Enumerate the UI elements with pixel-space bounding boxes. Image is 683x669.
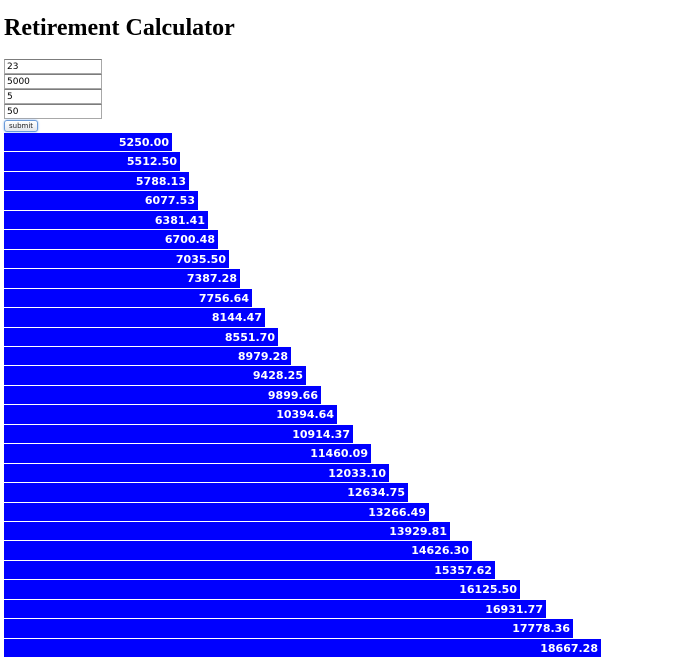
bar: 5250.00	[4, 133, 172, 152]
bar: 8144.47	[4, 308, 265, 328]
bar-value-label: 5512.50	[126, 155, 177, 168]
bar-value-label: 6700.48	[164, 233, 215, 246]
rate-input[interactable]	[4, 89, 102, 104]
bar-value-label: 6077.53	[144, 194, 195, 207]
bar-value-label: 6381.41	[154, 214, 205, 227]
bar-value-label: 16125.50	[459, 583, 517, 596]
bar: 12634.75	[4, 483, 408, 503]
bar-value-label: 13266.49	[368, 506, 426, 519]
bar: 13266.49	[4, 503, 429, 522]
page-title: Retirement Calculator	[4, 15, 235, 41]
bar: 10394.64	[4, 405, 337, 425]
bar: 9899.66	[4, 386, 321, 405]
bar-value-label: 8144.47	[211, 311, 262, 324]
bar-value-label: 5250.00	[118, 136, 169, 149]
submit-button[interactable]: submit	[4, 120, 39, 132]
bar: 12033.10	[4, 464, 389, 483]
bar: 15357.62	[4, 561, 495, 580]
bar-value-label: 10394.64	[276, 408, 334, 421]
bar: 7035.50	[4, 250, 229, 269]
bar: 5512.50	[4, 152, 180, 172]
bar-value-label: 7387.28	[186, 272, 237, 285]
bar: 13929.81	[4, 522, 450, 541]
bar-value-label: 13929.81	[389, 525, 447, 538]
bar-value-label: 14626.30	[411, 544, 469, 557]
bar-value-label: 9428.25	[252, 369, 303, 382]
age-input[interactable]	[4, 59, 102, 74]
bar-value-label: 7035.50	[175, 253, 226, 266]
bar-value-label: 11460.09	[310, 447, 368, 460]
bar-value-label: 12634.75	[347, 486, 405, 499]
bar: 16931.77	[4, 600, 546, 619]
bar-value-label: 17778.36	[512, 622, 570, 635]
bar: 6700.48	[4, 230, 218, 250]
bar-value-label: 18667.28	[540, 642, 598, 655]
years-input[interactable]	[4, 104, 102, 119]
amount-input[interactable]	[4, 74, 102, 89]
bar: 10914.37	[4, 425, 353, 444]
bar: 16125.50	[4, 580, 520, 600]
bar: 5788.13	[4, 172, 189, 191]
bar: 6077.53	[4, 191, 198, 211]
bar: 14626.30	[4, 541, 472, 561]
bar-value-label: 8979.28	[237, 350, 288, 363]
bar: 7387.28	[4, 269, 240, 289]
bar-value-label: 7756.64	[198, 292, 249, 305]
bar-value-label: 10914.37	[292, 428, 350, 441]
bar: 8551.70	[4, 328, 278, 347]
bar-value-label: 8551.70	[224, 331, 275, 344]
bar: 17778.36	[4, 619, 573, 639]
bar-chart: 5250.00 5512.50 5788.13 6077.53 6381.41 6700.…	[4, 133, 601, 658]
bar: 18667.28	[4, 639, 601, 658]
bar-value-label: 15357.62	[434, 564, 492, 577]
bar: 6381.41	[4, 211, 208, 230]
bar-value-label: 5788.13	[135, 175, 186, 188]
bar-value-label: 12033.10	[328, 467, 386, 480]
bar: 11460.09	[4, 444, 371, 464]
bar-value-label: 9899.66	[267, 389, 318, 402]
bar: 8979.28	[4, 347, 291, 366]
bar: 9428.25	[4, 366, 306, 386]
calculator-form: submit	[4, 59, 102, 132]
bar-value-label: 16931.77	[485, 603, 543, 616]
bar: 7756.64	[4, 289, 252, 308]
